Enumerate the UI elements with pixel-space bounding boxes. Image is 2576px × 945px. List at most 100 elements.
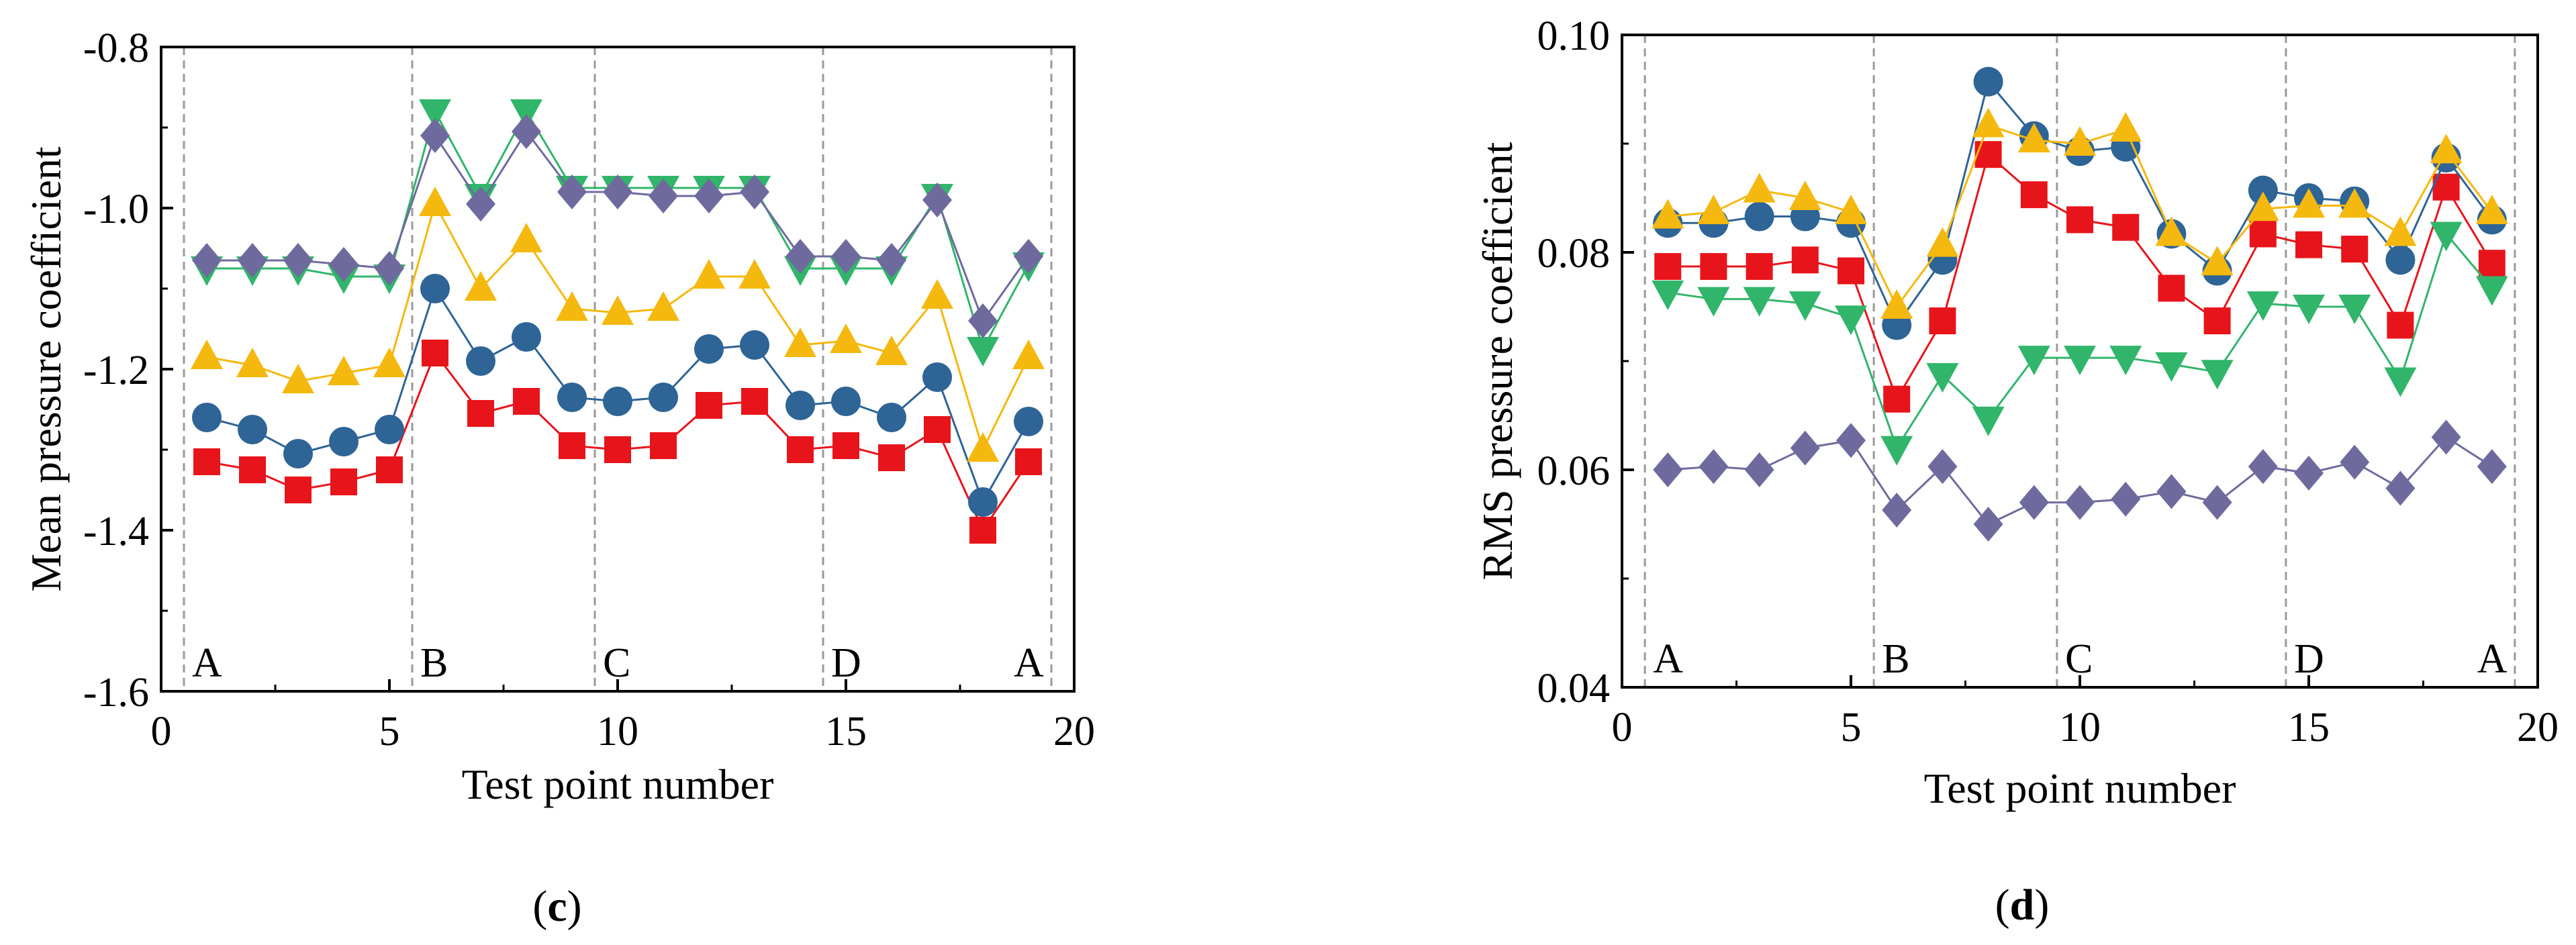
data-point: [1929, 307, 1956, 335]
data-point: [1927, 449, 1958, 485]
data-point: [512, 322, 541, 352]
data-point: [282, 364, 314, 393]
data-point: [2430, 221, 2463, 252]
data-point: [969, 517, 996, 544]
data-point: [649, 383, 678, 412]
data-point: [968, 303, 998, 338]
x-tick-label: 15: [2288, 705, 2330, 750]
data-point: [604, 436, 631, 463]
data-point: [740, 330, 769, 360]
x-tick-label: 5: [379, 709, 400, 754]
data-point: [238, 415, 267, 444]
series-purple-diamond: [1653, 419, 2507, 542]
data-point: [878, 444, 905, 471]
region-label-a: A: [1653, 636, 1683, 682]
data-point: [2478, 250, 2506, 277]
data-point: [832, 432, 859, 459]
y-tick-label: -1.4: [83, 509, 149, 554]
data-point: [2385, 245, 2416, 275]
data-point: [2155, 352, 2188, 382]
data-point: [693, 259, 725, 289]
panel-caption: (c): [532, 882, 581, 931]
data-point: [2156, 474, 2187, 509]
chart-panel-d: 0 5 10 15 20 0.04 0.06 0.08 0.10 A B C D A Test poin…: [1474, 13, 2559, 930]
data-point: [924, 416, 951, 443]
series-yellow-triangle-up: [191, 187, 1045, 462]
data-point: [510, 223, 542, 252]
caption-letter: d: [2010, 881, 2035, 930]
data-point: [329, 247, 359, 282]
data-point: [1744, 452, 1774, 487]
data-point: [1744, 201, 1774, 232]
y-tick-label: -1.2: [83, 348, 149, 393]
data-point: [1014, 407, 1043, 436]
data-point: [1652, 280, 1684, 310]
data-point: [2017, 123, 2050, 153]
x-tick-label: 5: [1841, 705, 1862, 750]
data-point: [2017, 346, 2050, 376]
data-point: [2020, 181, 2048, 209]
data-point: [2246, 291, 2279, 321]
data-point: [465, 271, 497, 301]
data-point: [193, 448, 220, 475]
region-label-d: D: [2294, 636, 2324, 682]
data-point: [2109, 111, 2142, 142]
data-point: [1015, 448, 1042, 475]
caption-letter: c: [547, 882, 567, 931]
x-axis-title: Test point number: [462, 760, 774, 808]
data-point: [787, 436, 814, 463]
x-tick-label: 20: [2517, 705, 2559, 750]
data-point: [2384, 367, 2417, 397]
data-point: [738, 259, 771, 289]
data-point: [513, 388, 540, 415]
data-point: [556, 291, 588, 321]
data-point: [1973, 66, 2003, 97]
data-point: [1791, 246, 1819, 274]
data-point: [1835, 195, 1867, 225]
x-tick-label: 15: [825, 709, 867, 754]
data-point: [2341, 236, 2369, 263]
data-point: [1790, 430, 1820, 466]
data-point: [1654, 253, 1682, 281]
series-line: [207, 130, 1030, 324]
data-point: [466, 346, 495, 376]
data-point: [239, 456, 266, 483]
data-point: [921, 279, 953, 309]
data-point: [877, 243, 906, 278]
y-axis-title: Mean pressure coefficient: [22, 146, 70, 592]
data-point: [1974, 141, 2002, 168]
data-point: [1788, 291, 1821, 321]
data-point: [419, 187, 451, 216]
data-point: [557, 383, 587, 412]
data-point: [1926, 227, 1959, 257]
data-point: [2201, 246, 2234, 276]
data-point: [2431, 419, 2461, 455]
x-axis-title: Test point number: [1924, 764, 2236, 812]
data-point: [1882, 492, 1912, 528]
data-point: [2385, 470, 2416, 506]
region-label-b: B: [420, 640, 448, 686]
series-line: [1667, 232, 2493, 451]
series-layer: [1652, 66, 2508, 542]
data-point: [967, 337, 999, 366]
data-point: [2248, 449, 2278, 485]
data-point: [785, 239, 815, 274]
data-point: [1012, 340, 1045, 369]
data-point: [2293, 295, 2325, 324]
data-point: [650, 432, 677, 459]
data-point: [375, 415, 404, 444]
data-point: [512, 114, 541, 149]
data-point: [2249, 220, 2277, 248]
data-point: [875, 336, 908, 365]
data-point: [2202, 485, 2232, 520]
data-point: [285, 477, 312, 503]
data-point: [2064, 126, 2096, 156]
data-point: [696, 392, 722, 419]
data-point: [236, 348, 269, 377]
data-point: [2109, 346, 2142, 376]
data-point: [922, 183, 952, 217]
data-point: [373, 348, 406, 377]
data-point: [2246, 191, 2279, 221]
